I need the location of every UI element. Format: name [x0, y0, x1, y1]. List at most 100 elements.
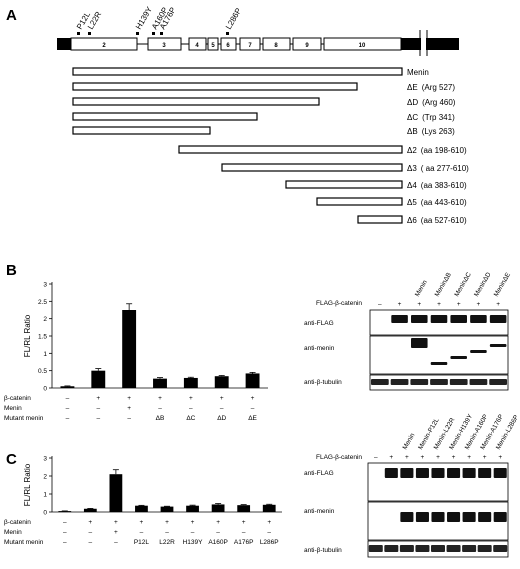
construct-label: Δ2 (aa 198-610)	[407, 146, 467, 155]
utr-block	[401, 38, 459, 50]
condition-value: +	[88, 519, 92, 526]
y-tick-label: 1	[43, 351, 47, 358]
anti-menin-band	[462, 512, 476, 522]
construct-label: Δ6 (aa 527-610)	[407, 216, 467, 225]
anti-flag-band	[384, 468, 398, 478]
flag-beta-catenin-label: FLAG-β-catenin	[316, 454, 362, 461]
construct-bar-delta-d	[72, 97, 320, 106]
condition-value: +	[216, 519, 220, 526]
condition-value: A160P	[208, 539, 228, 546]
exon-3	[147, 37, 182, 51]
condition-value: –	[251, 405, 255, 412]
anti-tubulin-band	[390, 379, 409, 385]
anti-flag-band	[450, 315, 467, 323]
construct-label: Δ3( aa 277-610)	[407, 164, 469, 173]
panel-label-b: B	[6, 262, 17, 279]
bar	[186, 505, 199, 512]
anti-menin-band	[415, 512, 429, 522]
y-tick-label: 3	[43, 456, 47, 463]
exon-label: 7	[248, 43, 252, 49]
condition-row-label: Menin	[4, 405, 22, 412]
exon-label: 3	[162, 43, 166, 49]
condition-value: –	[89, 539, 93, 546]
condition-value: +	[267, 519, 271, 526]
y-tick-label: 0.5	[38, 368, 47, 375]
chart-b: 0 0.5 1 1.5 2 2.5 3 FL/RL Ratio β-catenin – + + + + + +…	[4, 282, 268, 422]
condition-value: –	[242, 529, 246, 536]
anti-menin-band	[447, 512, 461, 522]
anti-tubulin-band	[410, 379, 429, 385]
anti-menin-band	[411, 338, 428, 348]
condition-value: L286P	[260, 539, 279, 546]
condition-value: –	[140, 529, 144, 536]
flag-sign: +	[483, 454, 487, 461]
condition-value: –	[267, 529, 271, 536]
anti-tubulin-band	[489, 379, 508, 385]
mutation-marker	[152, 32, 155, 35]
condition-value: –	[63, 529, 67, 536]
construct-bar-delta-5	[316, 197, 403, 206]
construct-label: ΔE (Arg 527)	[407, 83, 455, 92]
bar	[153, 378, 167, 388]
condition-value: –	[96, 405, 100, 412]
chart-c: 0 1 2 3 FL/RL Ratio β-catenin – + + + + + + + + Menin – –…	[4, 456, 282, 546]
anti-menin-band	[430, 362, 448, 365]
lane-label: MeninΔC	[453, 271, 473, 298]
flag-sign: +	[421, 454, 425, 461]
exon-label: 5	[211, 43, 215, 49]
flag-sign: +	[477, 301, 481, 308]
construct-bar-delta-b	[72, 126, 211, 135]
flag-sign: +	[457, 301, 461, 308]
exon-1-block	[57, 38, 71, 50]
condition-value: +	[114, 519, 118, 526]
construct-bar-delta-2	[178, 145, 403, 154]
anti-menin-band	[493, 512, 507, 522]
lane-label: MeninΔE	[493, 271, 513, 298]
mutation-marker	[136, 32, 139, 35]
anti-flag-band	[489, 315, 507, 323]
flag-sign: +	[417, 301, 421, 308]
condition-value: +	[242, 519, 246, 526]
bar	[262, 504, 276, 512]
anti-tubulin-band	[399, 545, 414, 552]
y-tick-label: 0	[43, 510, 47, 517]
bar	[122, 310, 137, 388]
y-tick-label: 2	[43, 474, 47, 481]
condition-value: +	[158, 395, 162, 402]
condition-value: –	[191, 529, 195, 536]
anti-tubulin-band	[469, 379, 488, 385]
anti-menin-band	[400, 512, 414, 522]
condition-row-label: β-catenin	[4, 519, 31, 526]
bar	[83, 508, 97, 512]
flag-beta-catenin-label: FLAG-β-catenin	[316, 300, 362, 307]
anti-flag-band	[462, 468, 476, 478]
mutation-marker	[160, 32, 163, 35]
flag-sign: +	[437, 301, 441, 308]
break-gap	[421, 38, 426, 50]
anti-tubulin-band	[449, 379, 468, 385]
bar	[214, 376, 229, 388]
y-axis-label: FL/RL Ratio	[23, 314, 32, 357]
condition-value: –	[66, 415, 70, 422]
condition-value: ΔB	[156, 415, 165, 422]
bar	[237, 505, 251, 512]
condition-value: +	[189, 395, 193, 402]
bar	[160, 506, 174, 512]
anti-menin-band	[470, 350, 487, 353]
construct-label: Δ5 (aa 443-610)	[407, 198, 467, 207]
construct-label: Menin	[407, 68, 429, 77]
bar	[245, 373, 260, 388]
exon-7	[239, 37, 261, 51]
exon-label: 10	[359, 43, 366, 49]
construct-label: ΔC (Trp 341)	[407, 113, 455, 122]
anti-flag-band	[430, 315, 448, 323]
anti-tubulin-band	[462, 545, 477, 552]
anti-flag-band	[400, 468, 414, 478]
exon-label: 6	[226, 43, 230, 49]
condition-value: +	[114, 529, 118, 536]
construct-label: Δ4 (aa 383-610)	[407, 181, 467, 190]
y-tick-label: 0	[43, 386, 47, 393]
blot-label: anti-β-tubulin	[304, 379, 342, 386]
condition-value: L22R	[159, 539, 175, 546]
exon-8	[262, 37, 291, 51]
